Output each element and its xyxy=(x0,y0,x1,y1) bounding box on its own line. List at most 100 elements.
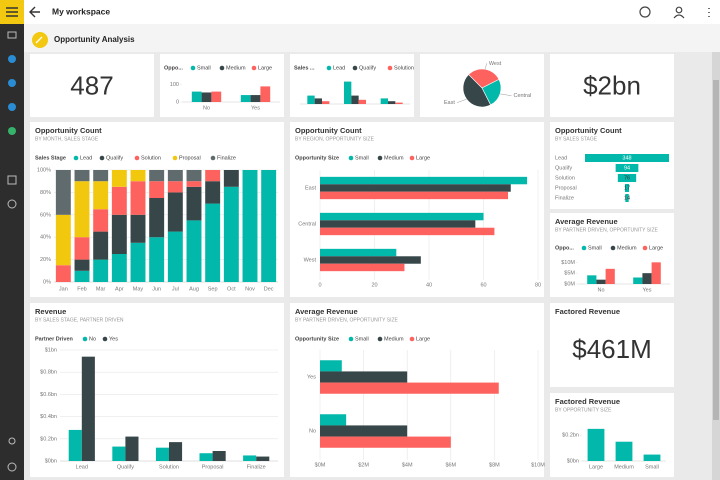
legend-label: Lead xyxy=(333,65,345,71)
x-tick-label: $10M xyxy=(531,462,545,468)
y-tick-label: $0.6bn xyxy=(40,392,57,398)
nav-item[interactable] xyxy=(8,55,16,63)
nav-item[interactable] xyxy=(8,103,16,111)
bar-segment xyxy=(93,181,109,210)
bar-segment xyxy=(261,170,277,282)
y-tick-label: $0.2bn xyxy=(562,433,579,439)
nav-item[interactable] xyxy=(7,175,17,185)
card-value: $461M xyxy=(572,334,652,364)
bar xyxy=(587,428,605,461)
bar xyxy=(320,191,509,200)
y-tick-label: 100% xyxy=(37,167,51,173)
nav-item[interactable] xyxy=(8,437,16,445)
y-tick-label: $0bn xyxy=(567,458,579,464)
nav-pane xyxy=(0,0,24,480)
bar-segment xyxy=(186,186,202,221)
bar xyxy=(322,101,330,104)
x-tick-label: $2M xyxy=(358,462,369,468)
bar-segment xyxy=(130,170,146,182)
menu-icon xyxy=(6,7,18,17)
x-tick-label: Nov xyxy=(245,286,255,292)
legend-swatch xyxy=(172,155,178,161)
x-tick-label: Yes xyxy=(251,105,260,111)
bar-segment xyxy=(130,242,146,282)
legend-label: Yes xyxy=(109,336,118,342)
legend-label: Large xyxy=(258,65,272,71)
tile[interactable] xyxy=(550,54,674,117)
x-tick-label: Jan xyxy=(59,286,68,292)
bar-segment xyxy=(111,214,127,254)
back-button[interactable] xyxy=(29,6,40,18)
bar-segment xyxy=(149,237,165,282)
bar-segment xyxy=(111,254,127,282)
nav-item[interactable] xyxy=(7,462,17,472)
x-tick-label: 20 xyxy=(371,282,377,288)
tile[interactable] xyxy=(550,303,674,387)
nav-item[interactable] xyxy=(8,127,16,135)
tile[interactable] xyxy=(290,54,414,117)
legend-swatch xyxy=(377,155,383,161)
x-tick-label: Jun xyxy=(152,286,161,292)
x-tick-label: $0M xyxy=(315,462,326,468)
x-tick-label: Sep xyxy=(208,286,218,292)
legend-swatch xyxy=(190,65,196,71)
bar xyxy=(81,356,95,461)
bar xyxy=(388,101,396,104)
tile-subtitle: BY PARTNER DRIVEN, OPPORTUNITY SIZE xyxy=(295,317,399,323)
bar xyxy=(320,184,511,192)
stage-label: Finalize xyxy=(555,195,574,201)
account-icon xyxy=(673,14,685,19)
bar xyxy=(395,102,403,104)
x-tick-label: 0 xyxy=(318,282,321,288)
nav-item[interactable] xyxy=(8,79,16,87)
account-button[interactable] xyxy=(675,6,683,14)
y-tick-label: 60% xyxy=(40,212,51,218)
legend-label: Small xyxy=(588,245,602,251)
bar-segment xyxy=(74,259,90,271)
bar xyxy=(320,263,405,272)
bar xyxy=(320,425,408,437)
nav-item[interactable] xyxy=(7,199,17,209)
bar xyxy=(169,442,183,461)
legend-swatch xyxy=(377,336,383,342)
x-tick-label: No xyxy=(597,287,604,293)
x-tick-label: $6M xyxy=(445,462,456,468)
nav-item[interactable] xyxy=(7,31,17,39)
bar xyxy=(651,262,661,284)
data-label: 14 xyxy=(624,195,630,201)
x-tick-label: Qualify xyxy=(117,464,134,470)
dashboard-icon-mark xyxy=(35,36,43,44)
tile[interactable] xyxy=(30,54,154,117)
tile[interactable] xyxy=(160,54,284,117)
tile[interactable] xyxy=(550,122,674,209)
x-tick-label: Solution xyxy=(159,464,179,470)
x-tick-label: Mar xyxy=(96,286,106,292)
leader-line xyxy=(456,98,467,103)
scroll-thumb[interactable] xyxy=(713,80,719,420)
y-tick-label: $10M xyxy=(561,260,575,266)
bar xyxy=(358,99,366,104)
x-tick-label: 40 xyxy=(426,282,432,288)
y-tick-label: $0.4bn xyxy=(40,414,57,420)
refresh-button[interactable] xyxy=(639,6,651,18)
dashboard-icon xyxy=(32,32,48,48)
bar xyxy=(201,92,212,102)
stage-label: Lead xyxy=(555,155,567,161)
bar-segment xyxy=(130,181,146,215)
bar-segment xyxy=(74,270,90,282)
legend-swatch xyxy=(409,336,415,342)
nav-icons xyxy=(7,31,17,472)
bar xyxy=(307,95,315,104)
y-tick-label: No xyxy=(309,428,316,434)
bar xyxy=(243,455,257,461)
x-tick-label: $8M xyxy=(489,462,500,468)
x-tick-label: Yes xyxy=(643,287,652,293)
bar xyxy=(351,95,359,104)
legend-label: Qualify xyxy=(359,65,376,71)
bar-segment xyxy=(55,265,71,282)
tile-subtitle: BY SALES STAGE, PARTNER DRIVEN xyxy=(35,317,124,323)
tile[interactable] xyxy=(550,393,674,477)
legend-label: Medium xyxy=(384,155,404,161)
legend-label: Lead xyxy=(80,155,92,161)
y-tick-label: $0M xyxy=(564,281,575,287)
